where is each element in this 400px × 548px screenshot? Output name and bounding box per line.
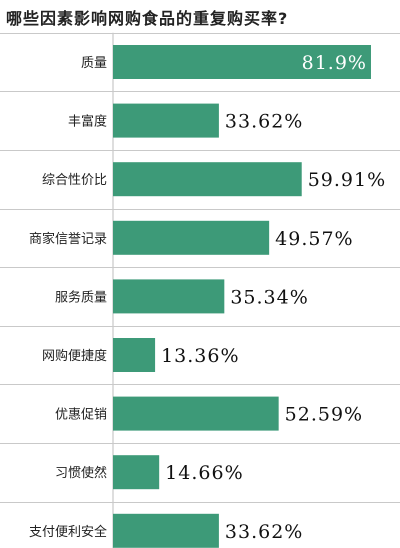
value-label: 13.36% xyxy=(161,345,239,367)
category-label: 丰富度 xyxy=(68,114,107,130)
bar xyxy=(113,45,371,79)
category-label: 商家信誉记录 xyxy=(29,231,107,247)
value-label: 33.62% xyxy=(225,111,303,133)
value-label: 33.62% xyxy=(225,521,303,543)
category-label: 网购便捷度 xyxy=(42,348,107,364)
value-label: 35.34% xyxy=(230,286,308,308)
category-label: 支付便利安全 xyxy=(29,524,107,540)
category-label: 优惠促销 xyxy=(55,408,107,423)
category-label: 质量 xyxy=(81,56,107,71)
chart-title: 哪些因素影响网购食品的重复购买率? xyxy=(6,9,289,28)
bar xyxy=(113,220,270,255)
category-label: 综合性价比 xyxy=(42,173,107,188)
category-label: 服务质量 xyxy=(55,289,107,305)
bar xyxy=(113,103,219,138)
bar xyxy=(113,396,279,431)
value-label: 49.57% xyxy=(275,228,353,250)
bar xyxy=(113,338,156,372)
value-label: 81.9% xyxy=(302,52,367,74)
value-label: 59.91% xyxy=(308,169,386,191)
bar xyxy=(113,162,302,197)
bar xyxy=(113,513,219,548)
bar xyxy=(113,279,225,314)
value-label: 52.59% xyxy=(285,404,363,426)
bar xyxy=(113,455,160,490)
value-label: 14.66% xyxy=(165,462,243,484)
category-label: 习惯使然 xyxy=(55,465,107,481)
